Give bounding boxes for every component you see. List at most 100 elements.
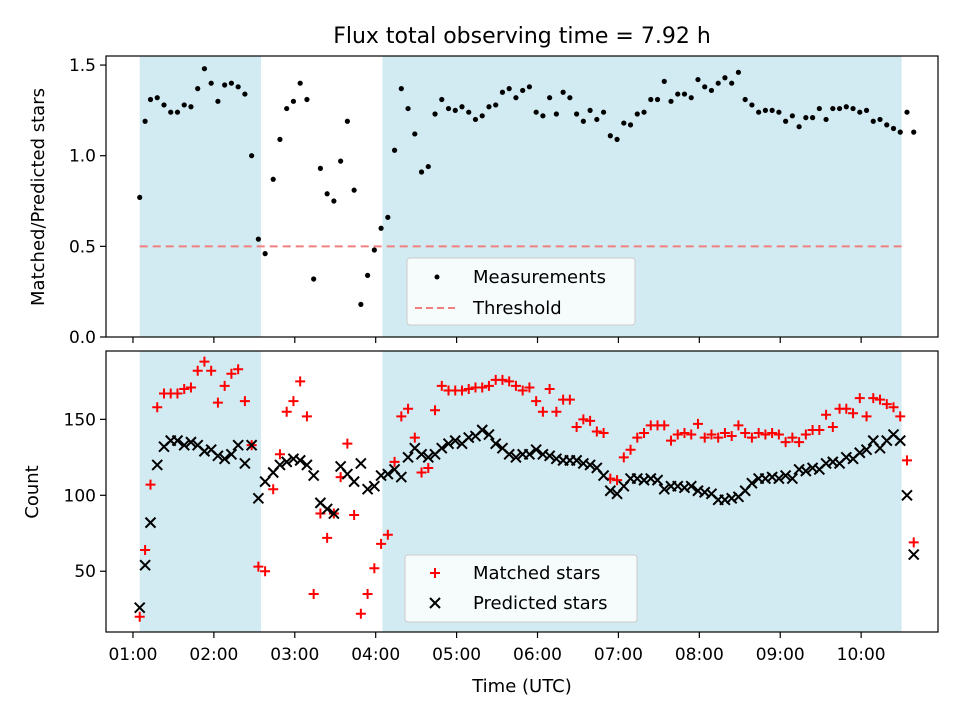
predicted-star-point (489, 437, 502, 450)
measurement-point (351, 187, 357, 193)
measurement-point (843, 104, 849, 110)
matched-star-point (800, 429, 811, 440)
legend-measurements-marker (434, 274, 440, 280)
matched-star-point (767, 428, 778, 439)
predicted-star-point (402, 451, 414, 464)
predicted-star-point (252, 492, 265, 505)
measurement-point (816, 105, 822, 112)
measurement-point (547, 95, 553, 101)
measurement-point (412, 131, 418, 137)
measurement-point (466, 109, 472, 115)
x-tick-label: 08:00 (675, 645, 724, 665)
predicted-star-point (463, 431, 475, 444)
predicted-star-point (355, 457, 367, 470)
measurement-point (459, 104, 465, 110)
predicted-star-point (806, 462, 819, 474)
predicted-star-point (537, 448, 549, 460)
measurement-point (762, 107, 768, 113)
measurement-point (358, 301, 364, 307)
measurement-point (756, 109, 762, 115)
x-tick-label: 03:00 (270, 645, 319, 665)
matched-star-point (692, 418, 703, 429)
matched-star-point (268, 484, 279, 495)
matched-star-point (226, 368, 237, 379)
predicted-star-point (672, 480, 684, 492)
measurement-point (654, 96, 661, 103)
measurement-point (181, 102, 187, 108)
matched-star-point (612, 475, 623, 486)
measurement-point (587, 107, 593, 113)
predicted-star-point (382, 468, 394, 480)
measurement-point (405, 105, 411, 112)
measurement-point (627, 122, 634, 128)
chart-title: Flux total observing time = 7.92 h (333, 24, 711, 49)
measurement-point (749, 102, 755, 108)
measurement-point (688, 95, 694, 101)
predicted-star-point (476, 424, 488, 436)
predicted-star-point (543, 450, 556, 462)
measurement-point (607, 133, 613, 139)
measurement-point (344, 118, 350, 124)
matched-star-point (497, 374, 508, 385)
predicted-star-point (368, 480, 381, 492)
measurement-point (789, 113, 795, 119)
matched-star-point (342, 438, 353, 449)
matched-star-point (349, 510, 360, 521)
predicted-star-point (773, 472, 785, 485)
measurement-point (520, 87, 526, 94)
bottom-axes-frame (105, 350, 939, 633)
matched-star-point (233, 364, 244, 375)
matched-star-point (632, 432, 643, 443)
predicted-star-point (699, 486, 711, 498)
measurement-point (188, 104, 194, 110)
measurement-point (331, 198, 337, 204)
predicted-star-point (860, 444, 873, 456)
measurement-point (513, 95, 519, 101)
predicted-star-point (827, 456, 839, 468)
measurement-point (884, 122, 890, 128)
matched-star-point (666, 435, 677, 446)
matched-star-point (477, 382, 488, 393)
measurement-point (877, 116, 883, 123)
measurement-point (850, 105, 856, 112)
matched-star-point (901, 455, 912, 466)
measurement-point (499, 89, 506, 95)
measurement-point (142, 118, 148, 124)
predicted-star-point (766, 471, 778, 483)
matched-star-point (875, 394, 886, 405)
matched-star-point (726, 431, 737, 442)
legend-predicted-label: Predicted stars (473, 593, 607, 614)
matched-star-point (192, 365, 203, 376)
matched-star-point (888, 402, 899, 413)
matched-star-point (517, 385, 528, 396)
predicted-star-point (144, 516, 157, 529)
shaded-interval-1 (139, 351, 262, 632)
matched-star-point (753, 428, 764, 439)
predicted-star-point (375, 469, 387, 482)
top-y-axis-label: Matched/Predicted stars (28, 88, 49, 306)
matched-star-point (396, 411, 407, 422)
measurement-point (890, 125, 897, 132)
measurement-point (506, 86, 512, 92)
matched-star-point (719, 428, 730, 439)
matched-star-point (740, 428, 751, 439)
top-x-ticks (132, 337, 862, 343)
matched-star-point (403, 403, 414, 414)
x-tick-label: 02:00 (189, 645, 238, 665)
measurement-point (708, 87, 715, 94)
matched-star-point (679, 428, 690, 439)
predicted-star-point (725, 492, 738, 505)
y-tick-label: 50 (74, 562, 96, 582)
matched-star-point (868, 393, 879, 404)
predicted-star-point (134, 601, 146, 614)
measurement-point (681, 91, 688, 97)
matched-star-point (172, 388, 183, 399)
measurement-point (439, 96, 445, 103)
measurement-point (195, 86, 201, 92)
predicted-star-point (719, 494, 731, 506)
measurement-point (870, 118, 876, 124)
matched-star-point (706, 429, 717, 440)
measurement-point (560, 89, 566, 95)
x-tick-label: 06:00 (513, 645, 562, 665)
